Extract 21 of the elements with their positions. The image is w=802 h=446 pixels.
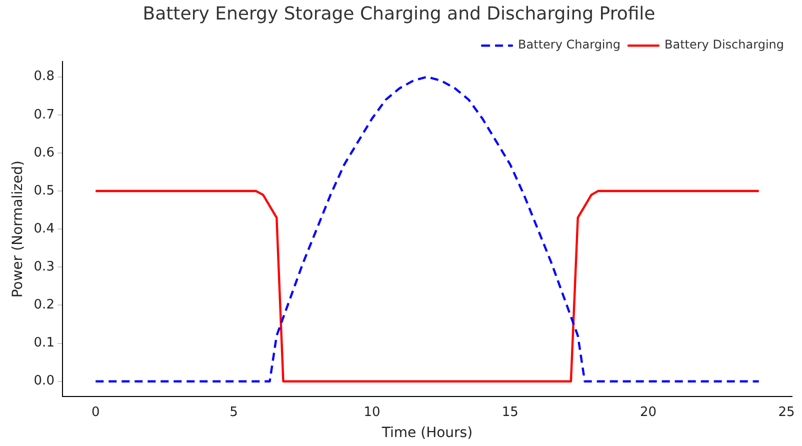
y-tick-label: 0.7 bbox=[34, 107, 54, 122]
y-tick-label: 0.5 bbox=[34, 183, 54, 198]
x-tick-label: 5 bbox=[230, 404, 238, 420]
x-tick-label: 15 bbox=[502, 404, 518, 420]
x-tick-label: 10 bbox=[364, 404, 380, 420]
y-axis-title: Power (Normalized) bbox=[10, 160, 26, 298]
x-tick-label: 0 bbox=[91, 404, 100, 420]
legend-label: Battery Charging bbox=[518, 38, 620, 52]
y-tick-label: 0.2 bbox=[34, 298, 54, 313]
y-tick-label: 0.8 bbox=[34, 69, 54, 84]
x-axis-title: Time (Hours) bbox=[380, 425, 473, 442]
line-series bbox=[94, 76, 760, 382]
y-tick-label: 0.6 bbox=[34, 145, 54, 160]
y-tick-label: 0.3 bbox=[34, 260, 54, 275]
x-tick-label: 20 bbox=[640, 404, 657, 420]
y-tick-label: 0.0 bbox=[34, 374, 54, 389]
legend-label: Battery Discharging bbox=[664, 38, 784, 52]
y-tick-label: 0.1 bbox=[34, 336, 54, 351]
x-tick-label: 25 bbox=[778, 404, 795, 420]
chart-title: Battery Energy Storage Charging and Discharging Profile bbox=[142, 3, 656, 24]
y-tick-label: 0.4 bbox=[34, 221, 54, 236]
